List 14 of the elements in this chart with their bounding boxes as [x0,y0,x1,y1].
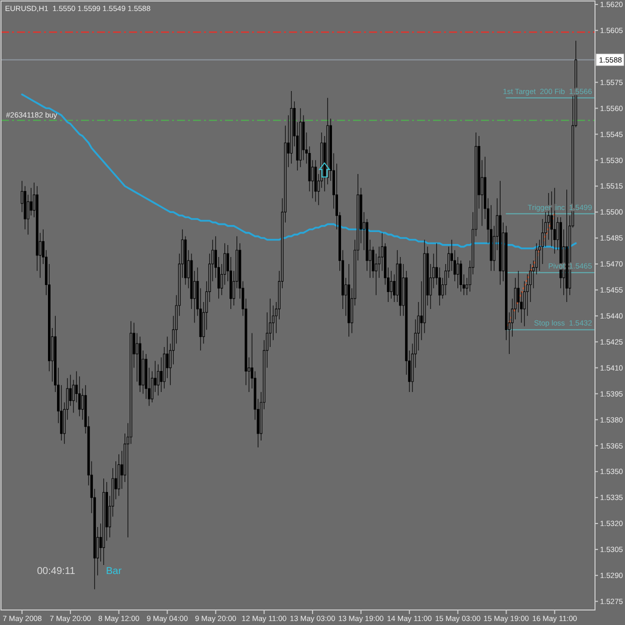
candlestick [138,336,142,392]
annotation: 00:49:11 [37,566,76,577]
candlestick [290,90,293,164]
candlestick [460,260,462,292]
candlestick [553,188,556,254]
candlestick [390,270,392,299]
candlestick [566,189,568,302]
candlestick [314,160,317,202]
annotation: Bar [106,566,122,577]
candlestick [118,454,120,496]
candlestick [348,264,350,337]
candlestick [102,478,105,566]
candlestick [498,180,502,286]
candlestick [299,108,302,168]
